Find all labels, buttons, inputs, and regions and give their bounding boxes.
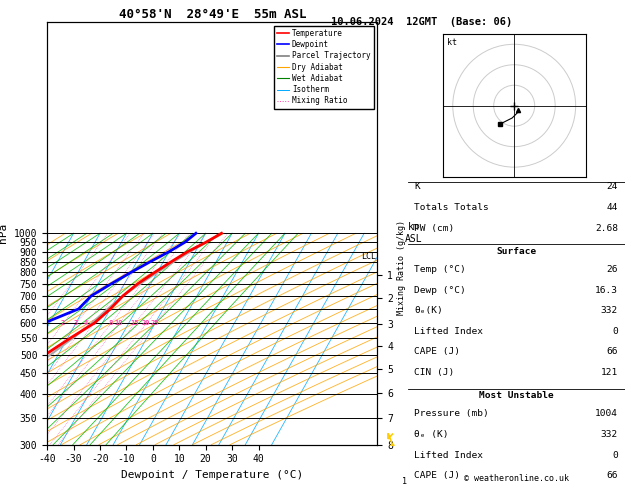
Text: 0: 0 — [613, 327, 618, 336]
Text: 2: 2 — [61, 320, 65, 326]
Text: 26: 26 — [606, 265, 618, 274]
Text: 1: 1 — [402, 477, 407, 486]
Text: Surface: Surface — [496, 246, 536, 256]
Text: Lifted Index: Lifted Index — [414, 327, 483, 336]
Text: 10.06.2024  12GMT  (Base: 06): 10.06.2024 12GMT (Base: 06) — [331, 17, 512, 27]
Text: θₑ(K): θₑ(K) — [414, 306, 443, 315]
Text: © weatheronline.co.uk: © weatheronline.co.uk — [464, 474, 569, 483]
Text: K: K — [414, 182, 420, 191]
Title: 40°58'N  28°49'E  55m ASL: 40°58'N 28°49'E 55m ASL — [118, 8, 306, 21]
Legend: Temperature, Dewpoint, Parcel Trajectory, Dry Adiabat, Wet Adiabat, Isotherm, Mi: Temperature, Dewpoint, Parcel Trajectory… — [274, 26, 374, 108]
Text: 10: 10 — [114, 320, 123, 326]
Text: Temp (°C): Temp (°C) — [414, 265, 466, 274]
Text: 66: 66 — [606, 471, 618, 481]
Text: 16.3: 16.3 — [595, 286, 618, 295]
Text: Most Unstable: Most Unstable — [479, 391, 554, 400]
Text: 2.68: 2.68 — [595, 224, 618, 233]
Text: PW (cm): PW (cm) — [414, 224, 454, 233]
Text: 8: 8 — [108, 320, 113, 326]
Text: CIN (J): CIN (J) — [414, 368, 454, 377]
Text: 4: 4 — [84, 320, 88, 326]
X-axis label: Dewpoint / Temperature (°C): Dewpoint / Temperature (°C) — [121, 470, 303, 480]
Text: 44: 44 — [606, 203, 618, 212]
Text: 20: 20 — [142, 320, 150, 326]
Text: Pressure (mb): Pressure (mb) — [414, 410, 489, 418]
Text: kt: kt — [447, 38, 457, 47]
Text: CAPE (J): CAPE (J) — [414, 471, 460, 481]
Text: 332: 332 — [601, 306, 618, 315]
Text: θₑ (K): θₑ (K) — [414, 430, 448, 439]
Text: 66: 66 — [606, 347, 618, 357]
Text: Mixing Ratio (g/kg): Mixing Ratio (g/kg) — [397, 220, 406, 315]
Text: 24: 24 — [606, 182, 618, 191]
Text: 15: 15 — [130, 320, 138, 326]
Text: 3: 3 — [74, 320, 78, 326]
Y-axis label: km
ASL: km ASL — [405, 223, 423, 244]
Text: 25: 25 — [151, 320, 159, 326]
Text: Lifted Index: Lifted Index — [414, 451, 483, 460]
Text: CAPE (J): CAPE (J) — [414, 347, 460, 357]
Text: 5: 5 — [91, 320, 96, 326]
Y-axis label: hPa: hPa — [0, 223, 8, 243]
Text: Dewp (°C): Dewp (°C) — [414, 286, 466, 295]
Text: LCL: LCL — [361, 252, 376, 261]
Text: 0: 0 — [613, 451, 618, 460]
Text: 121: 121 — [601, 368, 618, 377]
Text: Totals Totals: Totals Totals — [414, 203, 489, 212]
Text: 1004: 1004 — [595, 410, 618, 418]
Text: 332: 332 — [601, 430, 618, 439]
